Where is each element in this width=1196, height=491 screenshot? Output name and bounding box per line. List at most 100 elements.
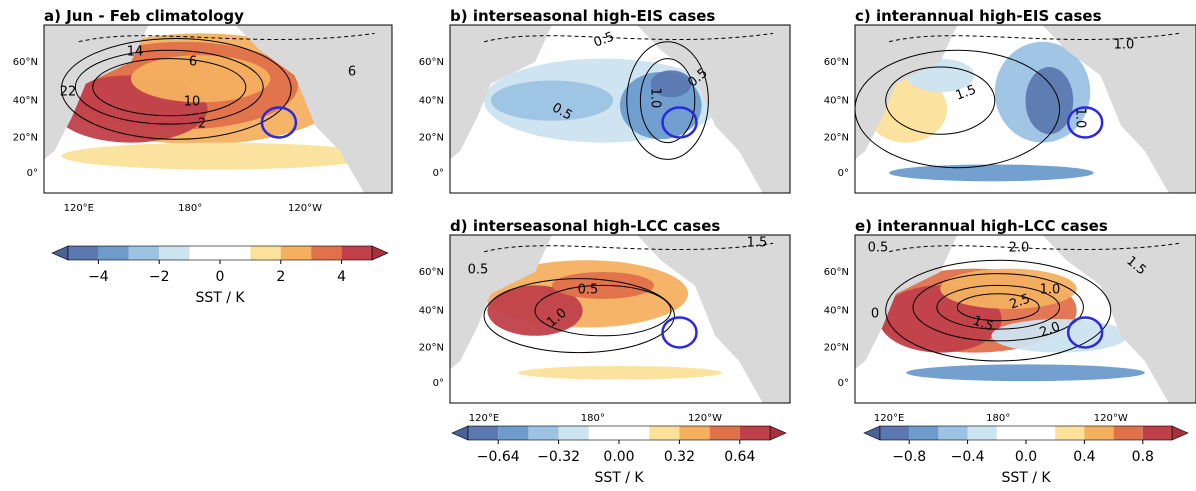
lon-label: 120°E [469, 413, 499, 424]
colorbar-tick-label: 0.4 [1073, 449, 1095, 465]
colorbar-bin [68, 246, 99, 260]
lon-label: 180° [178, 203, 202, 214]
contour-dashed [483, 32, 774, 43]
contour-label: 0.5 [578, 283, 599, 298]
contour-label: 1.0 [648, 88, 663, 109]
colorbar-bin [649, 426, 680, 440]
contour-label: 1.0 [1073, 108, 1088, 129]
lon-label: 120°W [1094, 413, 1128, 424]
lat-label: 20°N [824, 343, 849, 354]
contour-label: 2 [198, 117, 206, 132]
lat-label: 20°N [13, 133, 38, 144]
map-panel [855, 25, 1196, 193]
contour-label: 6 [189, 55, 197, 70]
contour-label: 22 [60, 85, 77, 100]
colorbar-bin [880, 426, 910, 440]
region-outline [260, 106, 298, 139]
contour [639, 58, 696, 144]
lat-label: 60°N [419, 57, 444, 68]
lat-label: 40°N [13, 96, 38, 107]
contour-dashed [888, 32, 1180, 43]
lat-label: 20°N [419, 133, 444, 144]
sst-anomaly [61, 142, 375, 170]
colorbar-tick-label: 0.0 [1015, 449, 1037, 465]
sst-anomaly [518, 366, 722, 380]
extend-low [863, 425, 881, 441]
contour-label: 0 [871, 307, 879, 322]
map-frame [449, 234, 791, 404]
map-panel [450, 235, 790, 403]
sst-anomaly [490, 80, 614, 121]
contour-dashed [483, 242, 774, 253]
contour-label: 6 [348, 65, 356, 80]
colorbar-bin [98, 246, 129, 260]
contour [885, 66, 996, 135]
colorbar-bin [588, 426, 619, 440]
extend-low [451, 425, 469, 441]
colorbar-bin [220, 246, 251, 260]
colorbar-tick-label: 0.32 [664, 449, 695, 465]
sst-anomaly [650, 70, 692, 98]
land-asia [44, 25, 149, 160]
colorbar-tick-label: 0.8 [1132, 449, 1154, 465]
colorbar-tick-label: 0.00 [603, 449, 634, 465]
lon-label: 120°E [874, 413, 904, 424]
colorbar-bin [1026, 426, 1056, 440]
lat-label: 60°N [824, 57, 849, 68]
colorbar-bin [189, 246, 220, 260]
colorbar-bin [996, 426, 1026, 440]
colorbar-label: SST / K [1001, 470, 1051, 486]
extend-high [371, 245, 389, 261]
colorbar-bin [311, 246, 342, 260]
lat-label: 60°N [419, 267, 444, 278]
colorbar-tick-label: 2 [276, 269, 285, 285]
sst-anomaly [906, 364, 1145, 382]
colorbar-tick-label: 4 [337, 269, 346, 285]
lat-label: 0° [433, 168, 444, 179]
contour [92, 58, 247, 117]
colorbar-bin [558, 426, 589, 440]
contour [936, 284, 1061, 330]
contour [74, 49, 264, 125]
contour [626, 41, 709, 160]
contour [483, 278, 675, 354]
colorbar-tick-label: −4 [88, 269, 109, 285]
map-panel [450, 25, 790, 193]
contour [956, 293, 1040, 322]
panel-title: c) interannual high-EIS cases [855, 7, 1102, 25]
contour [912, 273, 1084, 342]
land-asia [450, 235, 552, 370]
panel-title: d) interseasonal high-LCC cases [450, 217, 720, 235]
contour-label: 14 [127, 45, 144, 60]
land-america [1042, 25, 1196, 193]
land-america [235, 25, 392, 193]
region-outline [661, 106, 698, 139]
colorbar-label: SST / K [195, 290, 245, 306]
lat-label: 40°N [824, 96, 849, 107]
land-asia [450, 25, 552, 160]
colorbar-bin [1113, 426, 1143, 440]
colorbar-bin [280, 246, 312, 260]
lat-label: 40°N [419, 96, 444, 107]
lat-label: 20°N [419, 343, 444, 354]
lat-label: 0° [838, 378, 849, 389]
land-asia [855, 25, 958, 160]
colorbar-bin [1055, 426, 1085, 440]
extend-high [769, 425, 787, 441]
colorbar-tick-label: 0 [216, 269, 225, 285]
contour [534, 284, 672, 337]
contour-label: 1.5 [971, 313, 996, 334]
lat-label: 20°N [824, 133, 849, 144]
panel-title: b) interseasonal high-EIS cases [450, 7, 715, 25]
colorbar-bin [498, 426, 529, 440]
lat-label: 0° [838, 168, 849, 179]
colorbar-bin [909, 426, 939, 440]
sst-anomaly [131, 55, 271, 103]
colorbar-tick-label: 0.64 [724, 449, 755, 465]
lon-label: 120°E [64, 203, 94, 214]
contour-label: 0.5 [592, 29, 617, 50]
lon-label: 120°W [688, 413, 722, 424]
map-frame [449, 24, 791, 194]
lon-label: 180° [986, 413, 1010, 424]
